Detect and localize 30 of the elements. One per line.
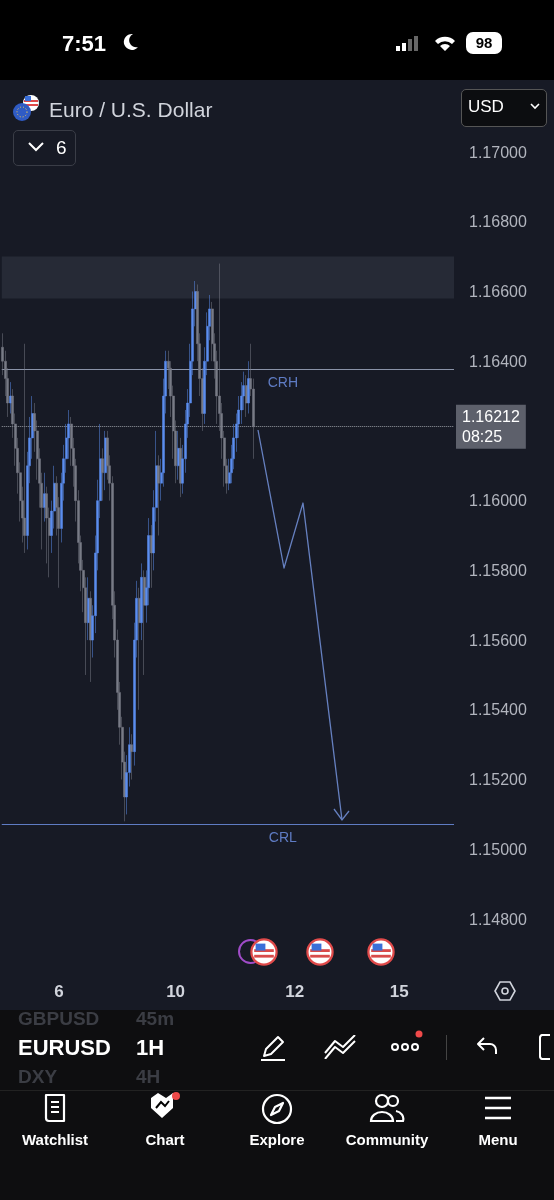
y-tick-label: 1.16400: [469, 352, 527, 370]
text: Chart: [145, 1131, 185, 1148]
text: 08:25: [462, 428, 503, 446]
text: USD: [468, 97, 504, 117]
x-tick-label: 6: [54, 982, 64, 1001]
text: Explore: [249, 1131, 305, 1148]
ref-line-label: CRH: [267, 373, 299, 390]
ref-line-label: CRL: [268, 828, 298, 845]
y-tick-label: 1.15800: [469, 561, 527, 579]
y-tick-label: 1.16600: [469, 282, 527, 300]
y-tick-label: 1.15400: [469, 701, 527, 719]
text: Menu: [478, 1131, 518, 1148]
y-tick-label: 1.16000: [469, 492, 527, 510]
text: 7:51: [62, 31, 107, 57]
y-tick-label: 1.15000: [469, 840, 527, 858]
text: Watchlist: [21, 1131, 89, 1148]
y-tick-label: 1.15200: [469, 771, 527, 789]
y-tick-label: 1.14800: [469, 910, 527, 928]
y-tick-label: 1.15600: [469, 631, 527, 649]
text: Community: [345, 1131, 429, 1148]
x-tick-label: 12: [285, 982, 305, 1001]
ref-line-label: 1.16212: [462, 408, 520, 426]
y-tick-label: 1.17000: [469, 143, 527, 161]
x-tick-label: 15: [389, 982, 409, 1001]
text: 1H: [136, 1035, 165, 1061]
x-tick-label: 10: [166, 982, 186, 1001]
text: EURUSD: [18, 1035, 111, 1061]
annotation: 6: [56, 137, 67, 159]
chart-title: Euro / U.S. Dollar: [49, 98, 213, 121]
y-tick-label: 1.16800: [469, 213, 527, 231]
